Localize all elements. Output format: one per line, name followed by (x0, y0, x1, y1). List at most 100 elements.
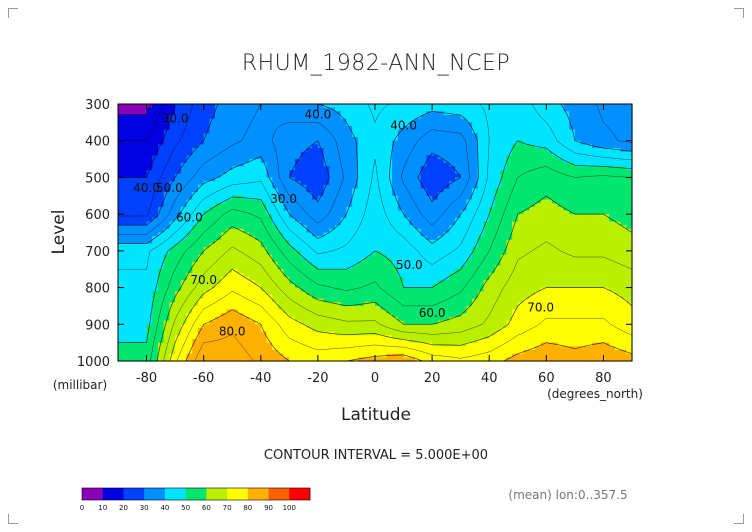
contour-cell (306, 140, 313, 145)
contour-cell (277, 181, 285, 186)
contour-cell (375, 166, 382, 171)
contour-cell (140, 294, 148, 300)
contour-cell (369, 159, 376, 164)
contour-cell (186, 214, 193, 219)
contour-cell (460, 181, 467, 186)
contour-cell (118, 111, 125, 116)
contour-cell (620, 221, 627, 226)
contour-cell (249, 243, 256, 248)
contour-cell (237, 115, 245, 120)
contour-cell (500, 144, 507, 149)
contour-cell (420, 269, 427, 274)
contour-cell (580, 107, 587, 112)
contour-cell (414, 250, 422, 256)
contour-cell (357, 173, 365, 179)
contour-cell (192, 151, 199, 156)
contour-cell (289, 265, 296, 270)
contour-cell (489, 269, 496, 274)
contour-cell (329, 206, 336, 212)
contour-cell (369, 104, 376, 109)
contour-cell (500, 151, 507, 156)
contour-cell (129, 122, 136, 127)
contour-cell (283, 287, 290, 292)
contour-cell (472, 243, 479, 248)
contour-cell (220, 173, 228, 179)
contour-cell (403, 137, 410, 142)
contour-cell (283, 107, 290, 112)
contour-cell (597, 239, 605, 245)
contour-cell (494, 236, 502, 241)
contour-cell (357, 188, 365, 193)
contour-cell (569, 236, 576, 241)
contour-cell (323, 280, 330, 285)
contour-cell (295, 111, 302, 116)
contour-cell (414, 239, 422, 245)
contour-cell (306, 184, 313, 190)
contour-cell (157, 232, 165, 237)
contour-cell (317, 236, 325, 241)
contour-cell (443, 115, 450, 120)
contour-cell (517, 166, 525, 171)
contour-cell (369, 129, 376, 134)
contour-cell (272, 294, 279, 300)
contour-cell (277, 239, 285, 245)
contour-cell (494, 111, 502, 116)
contour-cell (169, 155, 176, 160)
contour-cell (392, 181, 399, 186)
contour-cell (477, 214, 485, 219)
contour-cell (317, 232, 325, 237)
contour-cell (437, 203, 445, 208)
contour-cell (226, 192, 233, 197)
contour-cell (477, 302, 485, 307)
contour-cell (626, 104, 633, 109)
contour-cell (203, 305, 210, 311)
contour-cell (180, 148, 188, 153)
contour-cell (500, 265, 507, 270)
contour-cell (489, 258, 496, 263)
contour-cell (426, 276, 433, 281)
contour-cell (483, 225, 490, 230)
contour-cell (289, 239, 296, 245)
contour-cell (300, 247, 308, 252)
contour-cell (340, 280, 348, 285)
contour-cell (352, 203, 359, 208)
contour-cell (380, 258, 388, 263)
contour-cell (266, 137, 273, 142)
contour-cell (626, 192, 633, 197)
contour-cell (432, 298, 439, 303)
contour-cell (626, 162, 633, 168)
contour-cell (255, 177, 262, 182)
contour-cell (255, 236, 262, 241)
contour-cell (443, 181, 450, 186)
contour-cell (426, 170, 433, 175)
contour-cell (346, 199, 353, 204)
contour-cell (232, 184, 239, 190)
contour-cell (135, 122, 142, 127)
contour-cell (215, 294, 222, 300)
contour-cell (472, 170, 479, 175)
contour-cell (197, 162, 205, 168)
contour-cell (215, 250, 222, 256)
contour-cell (420, 261, 427, 267)
contour-cell (540, 291, 547, 296)
contour-cell (420, 258, 427, 263)
contour-cell (123, 144, 131, 149)
contour-cell (626, 217, 633, 223)
contour-cell (266, 302, 273, 307)
contour-cell (146, 239, 153, 245)
contour-cell (340, 126, 348, 131)
contour-cell (283, 111, 290, 116)
contour-cell (175, 177, 182, 182)
contour-cell (403, 126, 410, 131)
contour-cell (272, 265, 279, 270)
contour-cell (289, 173, 296, 179)
contour-cell (260, 177, 268, 182)
contour-cell (557, 162, 565, 168)
contour-cell (466, 133, 473, 138)
contour-cell (169, 250, 176, 256)
contour-cell (243, 162, 250, 168)
contour-cell (420, 155, 427, 160)
contour-cell (454, 181, 462, 186)
contour-cell (409, 302, 416, 307)
